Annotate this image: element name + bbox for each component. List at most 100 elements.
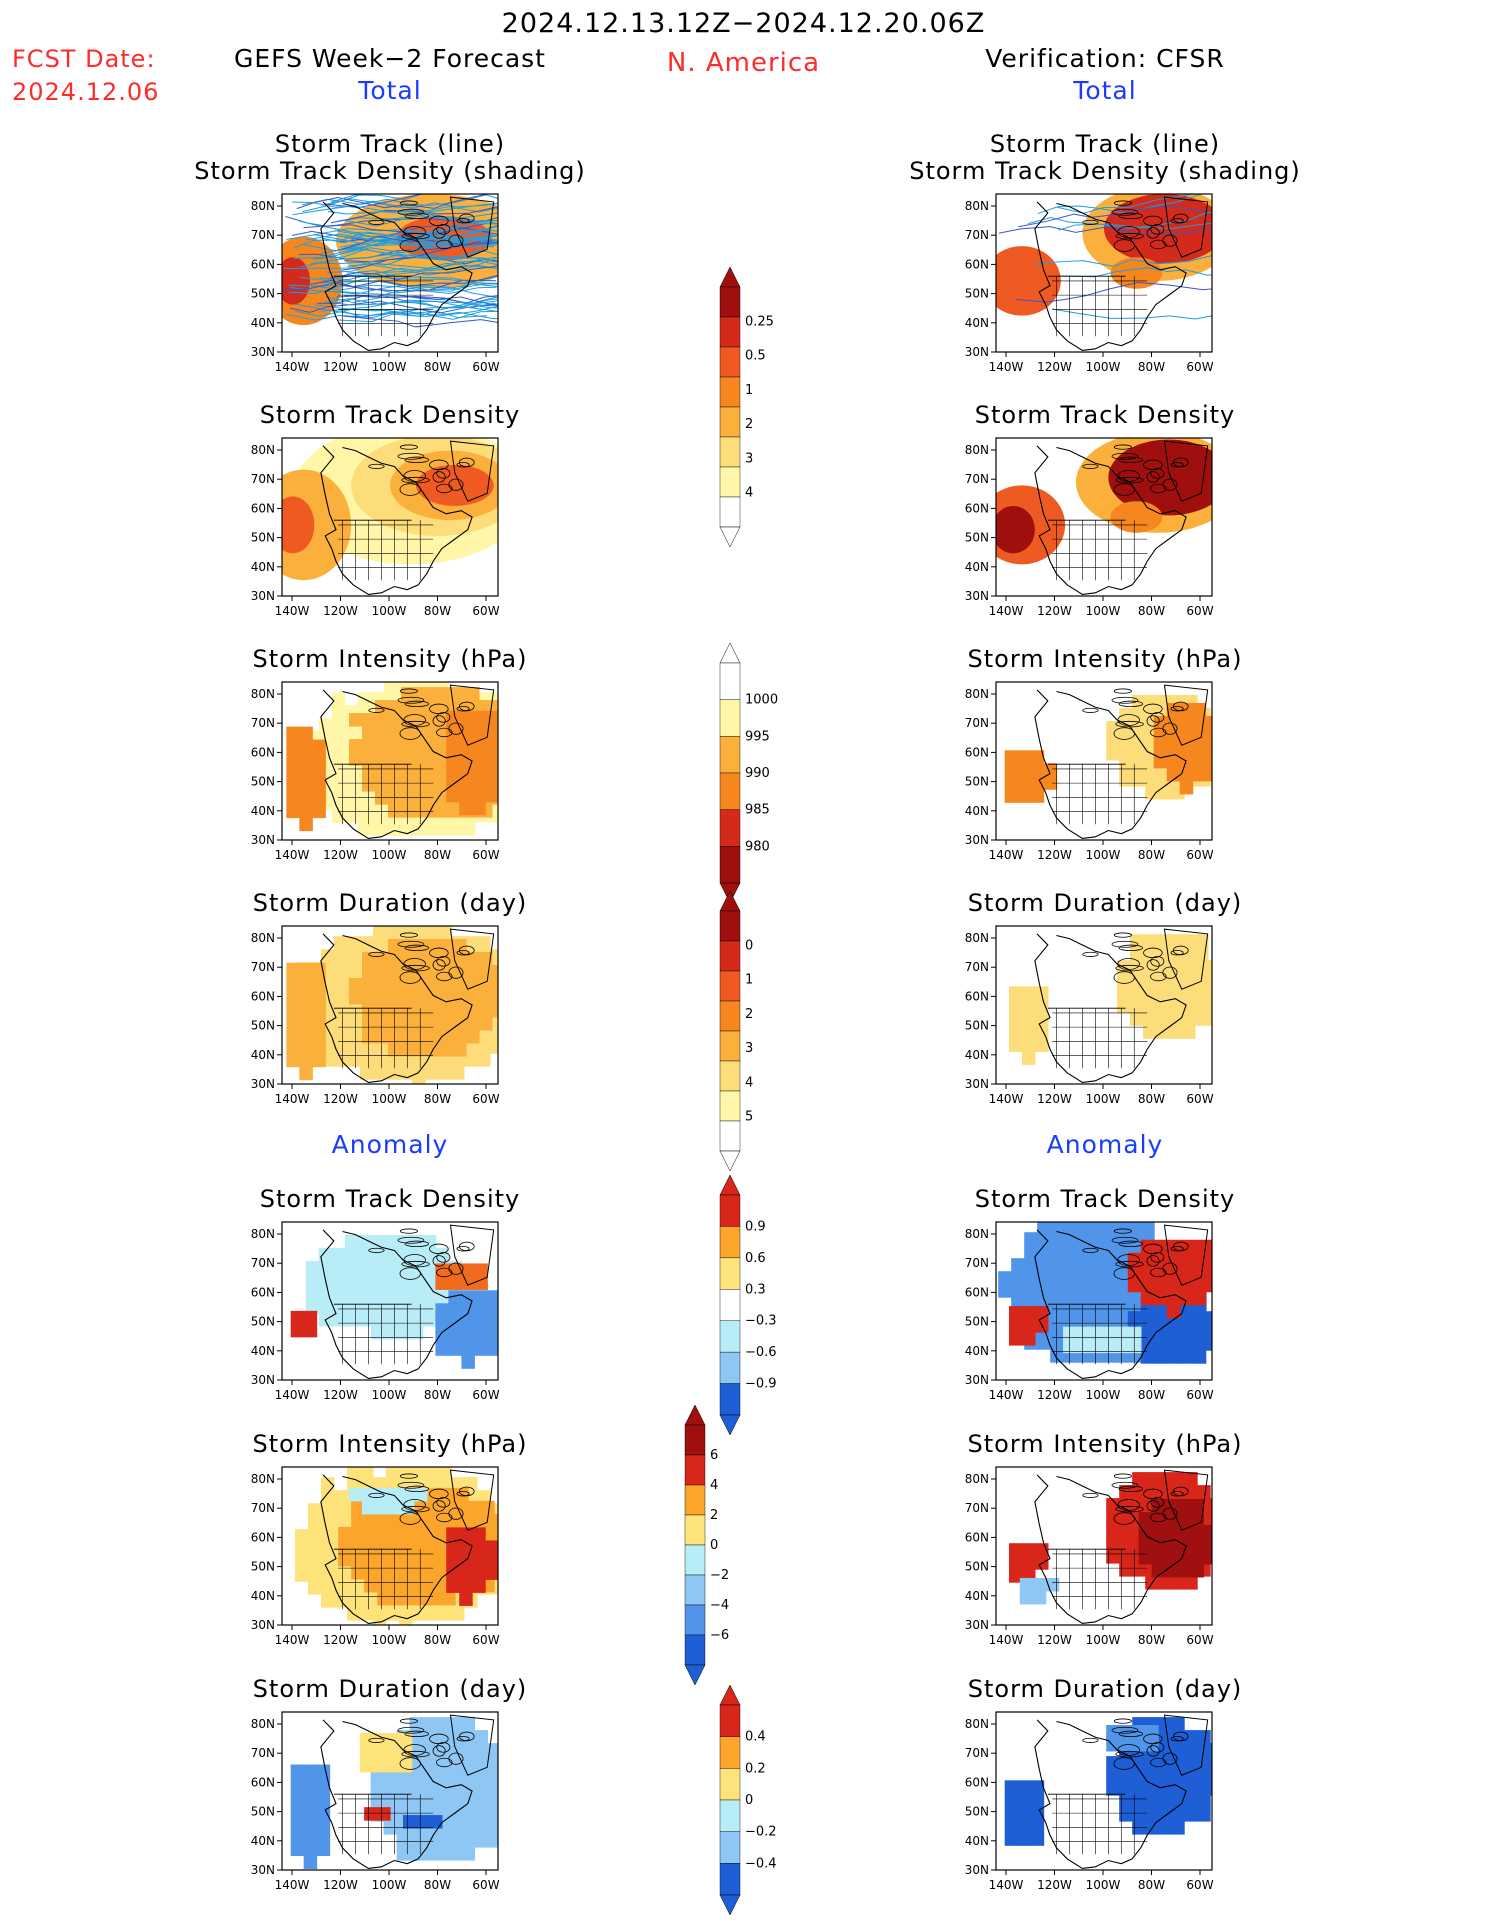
lon-tick-label: 60W [1186, 604, 1213, 618]
shading-cell [487, 1795, 498, 1809]
shading-cell [351, 1513, 365, 1528]
shading-cell [1179, 1337, 1194, 1351]
shading-cell [1009, 1556, 1023, 1570]
lon-tick-label: 80W [424, 360, 451, 374]
shading-cell [1132, 1472, 1146, 1486]
shading-cell [334, 1516, 348, 1530]
shading-cell [998, 1284, 1012, 1298]
shading-cell [1119, 1782, 1133, 1796]
shading-cell [349, 713, 363, 727]
shading-cell [1019, 1590, 1034, 1605]
left-track-shading-title: Storm Track Density (shading) [194, 157, 586, 185]
shading-cell [385, 1745, 400, 1760]
shading-cell [1153, 728, 1168, 743]
shading-cell [344, 1300, 359, 1314]
map-frame [995, 925, 1213, 1085]
shading-cell [1138, 1550, 1153, 1565]
colorbar-swatch [684, 1514, 706, 1546]
island-outline [397, 208, 425, 216]
colorbar-swatch [684, 1454, 706, 1486]
island-outline [1111, 1481, 1139, 1489]
fcst-date-label: FCST Date: [12, 45, 156, 73]
island-outline [397, 452, 425, 460]
storm-track-line [1016, 281, 1212, 303]
island-outline [436, 956, 451, 967]
shading-cell [318, 718, 333, 732]
lon-tick-label: 100W [372, 1633, 407, 1647]
shading-cell [1145, 1795, 1159, 1809]
shading-cell [364, 1539, 378, 1554]
shading-cell [312, 1053, 326, 1068]
shading-cell [370, 1769, 385, 1783]
lon-tick-label: 80W [424, 1633, 451, 1647]
shading-cell [1106, 1782, 1120, 1796]
island-outline [1118, 1730, 1143, 1738]
shading-cell [396, 1287, 411, 1301]
shading-cell [370, 1248, 385, 1262]
shading-cell [1127, 1278, 1142, 1293]
shading-cell [440, 978, 454, 992]
shading-cell [1127, 1311, 1142, 1325]
lon-tick-label: 140W [989, 848, 1024, 862]
colorbar-swatch [684, 1424, 706, 1456]
island-outline [436, 1512, 453, 1523]
shading-cell [305, 1287, 320, 1301]
island-outline [399, 1512, 421, 1525]
shading-cell [1032, 1590, 1047, 1605]
shading-cell [422, 1795, 437, 1809]
shading-cell [316, 1764, 331, 1778]
shading-cell [303, 1323, 318, 1338]
shading-cell [1171, 1769, 1185, 1783]
shading-cell [299, 1066, 313, 1081]
shading-cell [1153, 1278, 1168, 1293]
shading-cell [505, 739, 519, 753]
colorbar-swatch [719, 736, 741, 774]
shading-cell [1089, 1271, 1103, 1285]
lon-tick-label: 100W [1086, 1388, 1121, 1402]
lon-tick-label: 120W [323, 848, 358, 862]
lat-tick-label: 30N [251, 833, 275, 847]
colorbar-swatch [719, 1090, 741, 1122]
shading-cell [364, 1552, 378, 1567]
shading-cell [344, 1248, 359, 1262]
shading-cell [375, 713, 389, 727]
shading-cell [383, 1235, 398, 1249]
shading-cell [474, 1795, 489, 1809]
island-outline [404, 1485, 429, 1493]
island-outline [1113, 1473, 1132, 1479]
shading-cell [1030, 1793, 1045, 1807]
shading-cell [1128, 1222, 1142, 1233]
shading-cell [479, 991, 493, 1005]
shading-cell [1203, 1550, 1212, 1565]
shading-cell [399, 1053, 413, 1067]
lon-tick-label: 80W [1138, 1092, 1165, 1106]
shading-cell [1037, 1336, 1051, 1350]
shading-cell [1210, 1769, 1212, 1783]
shading-cell [1009, 986, 1023, 1000]
shading-cell [338, 1552, 352, 1567]
shading-cell [299, 1040, 313, 1055]
shading-cell [427, 687, 441, 701]
island-outline [436, 1757, 453, 1768]
island-outline [1150, 239, 1167, 250]
shading-cell [1030, 1806, 1045, 1820]
shading-cell [446, 1579, 460, 1593]
shading-cell [334, 1568, 348, 1582]
shading-cell [409, 822, 424, 836]
shading-cell [1179, 1265, 1194, 1280]
shading-cell [435, 1847, 450, 1861]
shading-cell [1050, 1245, 1064, 1259]
shading-cell [409, 1743, 424, 1757]
lon-tick-label: 80W [424, 1388, 451, 1402]
shading-cell [505, 778, 519, 792]
shading-cell [451, 1477, 465, 1491]
lat-tick-label: 50N [965, 531, 989, 545]
shading-cell [388, 713, 402, 727]
shading-cell [487, 1756, 498, 1770]
shading-cell [453, 1030, 467, 1044]
shading-cell [461, 1847, 476, 1861]
shading-cell [485, 762, 498, 777]
shading-cell [299, 975, 313, 990]
shading-cell [338, 1526, 352, 1541]
